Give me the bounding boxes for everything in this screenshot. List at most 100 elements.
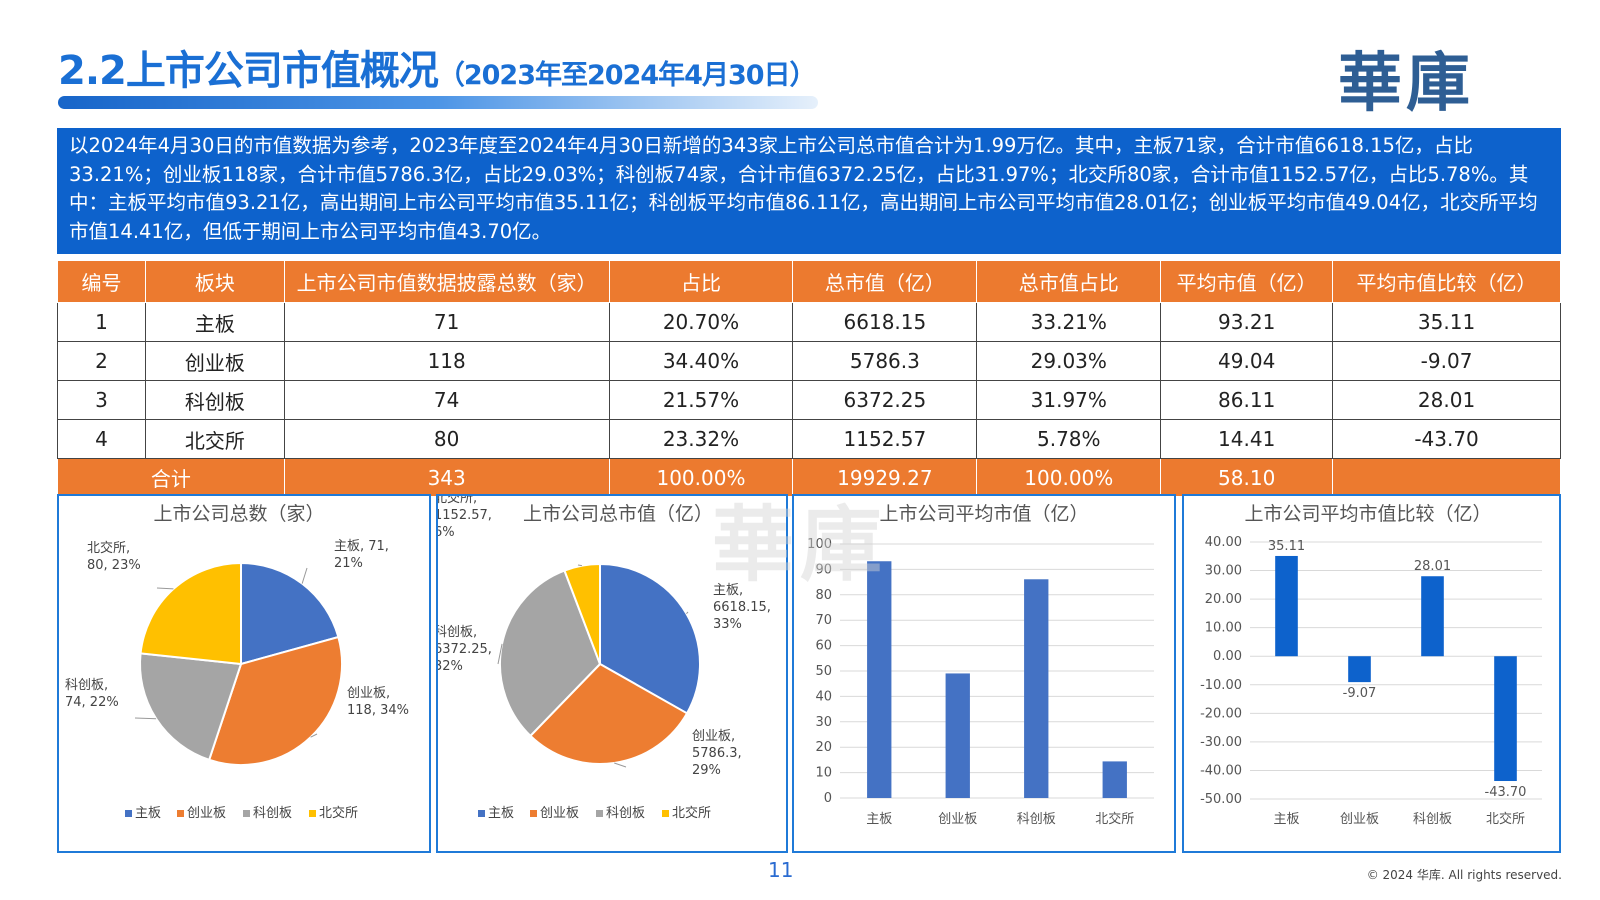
bar-2 xyxy=(1421,576,1444,657)
table-cell: 58.10 xyxy=(1160,458,1334,497)
table-cell: 343 xyxy=(283,458,610,497)
bar-chart-average-value: 上市公司平均市值（亿） 0 10 20 30 40 50 60 70 80 90 100 主板 创业板 科创… xyxy=(807,503,1154,827)
leader-line xyxy=(134,717,157,720)
col-header: 占比 xyxy=(608,260,794,303)
table-cell: 6372.25 xyxy=(792,380,978,420)
y-tick-label: 30 xyxy=(815,715,832,730)
chart-title: 上市公司总数（家） xyxy=(153,503,324,525)
y-tick-label: 0.00 xyxy=(1213,649,1242,664)
x-tick-label: 北交所 xyxy=(1095,811,1134,827)
table-cell: 4 xyxy=(57,419,146,459)
table-cell: -43.70 xyxy=(1332,419,1561,459)
table-cell: 100.00% xyxy=(976,458,1162,497)
legend-swatch xyxy=(596,810,603,817)
y-tick-label: 90 xyxy=(815,562,832,577)
table-cell: 28.01 xyxy=(1332,380,1561,420)
leader-line xyxy=(310,733,318,738)
y-tick-label: -40.00 xyxy=(1200,763,1242,778)
table-cell: 34.40% xyxy=(608,341,794,381)
chart-panel-average-compare: 上市公司平均市值比较（亿） -50.00 -40.00 -30.00 -20.00 -10… xyxy=(1182,494,1561,853)
title-subtitle: （2023年至2024年4月30日） xyxy=(437,60,817,91)
table-cell: 35.11 xyxy=(1332,302,1561,342)
data-label: 主板, 6618.15, 33% xyxy=(713,583,771,632)
pie-slice-3 xyxy=(563,562,601,665)
bar-0 xyxy=(1275,555,1298,657)
table-cell: 14.41 xyxy=(1160,419,1334,459)
table-cell: 23.32% xyxy=(608,419,794,459)
chart-panel-total-value: 上市公司总市值（亿） 主板, 6618.15, 33% 创业板, 5786.3, 29% 科创… xyxy=(436,494,788,853)
summary-text: 以2024年4月30日的市值数据为参考，2023年度至2024年4月30日新增的… xyxy=(57,128,1561,254)
y-tick-label: 70 xyxy=(815,613,832,628)
table-cell: 主板 xyxy=(144,302,285,342)
x-tick-label: 主板 xyxy=(866,812,892,827)
table-cell: 33.21% xyxy=(976,302,1162,342)
legend-swatch xyxy=(530,810,537,817)
leader-line xyxy=(577,564,583,567)
legend-label: 北交所 xyxy=(319,805,358,821)
col-header: 编号 xyxy=(57,260,146,303)
x-tick-label: 北交所 xyxy=(1486,811,1525,827)
table-cell: 80 xyxy=(283,419,610,459)
leader-line xyxy=(156,587,174,590)
y-tick-label: 10 xyxy=(815,766,832,781)
legend-swatch xyxy=(125,810,132,817)
bar-3 xyxy=(1494,656,1517,782)
table-header-row: 编号 板块 上市公司市值数据披露总数（家） 占比 总市值（亿） 总市值占比 平均… xyxy=(57,260,1561,303)
table-cell: 71 xyxy=(283,302,610,342)
data-label: 28.01 xyxy=(1414,559,1451,574)
legend-swatch xyxy=(662,810,669,817)
bar-1 xyxy=(945,673,970,798)
table-cell: 21.57% xyxy=(608,380,794,420)
table-cell: 74 xyxy=(283,380,610,420)
x-tick-label: 创业板 xyxy=(1340,812,1379,827)
leader-line xyxy=(614,762,627,768)
legend-swatch xyxy=(177,810,184,817)
pie-slice-3 xyxy=(139,561,242,666)
legend-label: 主板 xyxy=(488,806,514,821)
pie-chart-count: 上市公司总数（家） 主板, 71, 21% 创业板, 118, 34% 科创板, 74, 2… xyxy=(65,503,409,821)
x-tick-label: 主板 xyxy=(1273,812,1299,827)
bar-chart-average-compare: 上市公司平均市值比较（亿） -50.00 -40.00 -30.00 -20.00 -10… xyxy=(1200,503,1542,827)
y-tick-label: 30.00 xyxy=(1205,564,1242,579)
legend-swatch xyxy=(478,810,485,817)
chart-title: 上市公司总市值（亿） xyxy=(523,503,713,525)
data-label: 主板, 71, 21% xyxy=(334,539,389,571)
table-cell: 31.97% xyxy=(976,380,1162,420)
chart-title: 上市公司平均市值（亿） xyxy=(879,503,1088,525)
page-title: 2.2上市公司市值概况（2023年至2024年4月30日） xyxy=(58,38,817,96)
col-header: 板块 xyxy=(144,260,285,303)
market-value-table: 编号 板块 上市公司市值数据披露总数（家） 占比 总市值（亿） 总市值占比 平均… xyxy=(57,260,1561,497)
pie-slice-2 xyxy=(139,652,243,762)
y-tick-label: -20.00 xyxy=(1200,706,1242,721)
table-cell: 6618.15 xyxy=(792,302,978,342)
data-label: -43.70 xyxy=(1485,785,1527,800)
table-row: 3 科创板 74 21.57% 6372.25 31.97% 86.11 28.… xyxy=(57,380,1561,420)
table-row: 4 北交所 80 23.32% 1152.57 5.78% 14.41 -43.… xyxy=(57,419,1561,459)
bar-3 xyxy=(1102,761,1127,798)
y-tick-label: -30.00 xyxy=(1200,735,1242,750)
table-cell: 1 xyxy=(57,302,146,342)
bar-0 xyxy=(867,561,892,798)
table-row: 1 主板 71 20.70% 6618.15 33.21% 93.21 35.1… xyxy=(57,302,1561,342)
table-cell: 3 xyxy=(57,380,146,420)
data-label: 35.11 xyxy=(1268,539,1305,554)
data-label: -9.07 xyxy=(1343,686,1377,701)
table-cell: 2 xyxy=(57,341,146,381)
legend-label: 创业板 xyxy=(187,806,226,821)
bar-2 xyxy=(1024,579,1049,798)
pie-slice-1 xyxy=(529,662,689,765)
watermark: 華庫 xyxy=(712,497,889,593)
chart-title: 上市公司平均市值比较（亿） xyxy=(1244,503,1491,525)
table-cell: 118 xyxy=(283,341,610,381)
y-tick-label: 40.00 xyxy=(1205,535,1242,550)
title-main: 2.2上市公司市值概况 xyxy=(58,48,439,94)
legend-label: 创业板 xyxy=(540,806,579,821)
y-tick-label: -50.00 xyxy=(1200,792,1242,807)
pie-chart-total-value: 上市公司总市值（亿） 主板, 6618.15, 33% 创业板, 5786.3, 29% 科创… xyxy=(438,496,771,821)
col-header: 上市公司市值数据披露总数（家） xyxy=(283,260,610,303)
data-label: 科创板, 6372.25, 32% xyxy=(438,625,492,674)
table-cell: 49.04 xyxy=(1160,341,1334,381)
table-cell: 科创板 xyxy=(144,380,285,420)
y-tick-label: 0 xyxy=(824,791,832,806)
legend-label: 科创板 xyxy=(253,806,292,821)
